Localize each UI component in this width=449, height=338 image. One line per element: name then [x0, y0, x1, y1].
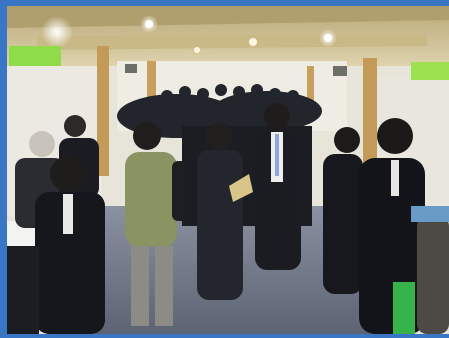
green-sign-icon: [411, 62, 449, 80]
wooden-pillar-icon: [147, 61, 156, 121]
person-with-folder: [197, 123, 253, 300]
person-far-right: [417, 216, 449, 334]
person-right-dark-suit: [323, 127, 363, 294]
wooden-pillar-icon: [97, 46, 109, 176]
event-photo: [7, 6, 449, 334]
person-green-jacket: [125, 122, 188, 326]
poster: [125, 64, 137, 73]
wooden-pillar-icon: [363, 58, 377, 188]
person-blue-tie: [255, 103, 301, 270]
person-foreground-left: [7, 157, 105, 334]
ceiling-beam: [7, 6, 449, 28]
ceiling-light-icon: [41, 15, 337, 53]
green-table-cover: [393, 282, 415, 334]
brochure: [411, 206, 449, 222]
wooden-pillar-icon: [307, 66, 314, 116]
event-scene: [7, 6, 449, 334]
green-sign-icon: [9, 46, 61, 66]
poster: [333, 66, 347, 76]
